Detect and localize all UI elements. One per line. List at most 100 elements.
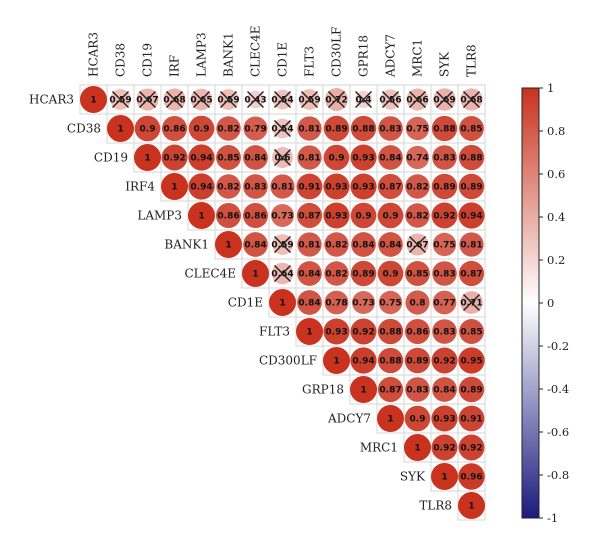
corr-value: 0.93 [325, 328, 347, 338]
corr-circle [297, 232, 322, 257]
corr-circle [350, 318, 377, 345]
corr-circle [405, 261, 430, 286]
corr-value: 0.69 [433, 96, 455, 106]
insignificant-cross [274, 91, 291, 108]
corr-value: 0.6 [275, 154, 291, 164]
color-legend: 1 0.8 0.6 0.4 0.2 0 -0.2 -0.4 -0.6 -0.8 -1 [521, 81, 569, 525]
column-label: CD38 [114, 43, 128, 77]
corr-value: 1 [198, 212, 204, 222]
corr-value: 0.89 [460, 386, 482, 396]
column-label: HCAR3 [87, 32, 101, 77]
corr-circle [188, 202, 215, 229]
corr-circle [459, 116, 484, 141]
corr-circle [405, 116, 430, 141]
corr-value: 0.89 [325, 125, 347, 135]
row-label: LAMP3 [137, 209, 182, 223]
corr-value: 0.83 [406, 386, 428, 396]
insignificant-cross [409, 91, 426, 108]
corr-circle [161, 144, 188, 171]
corr-circle [458, 405, 485, 432]
insignificant-cross [463, 91, 480, 108]
corr-value: 0.81 [298, 241, 320, 251]
corr-value: 1 [171, 183, 177, 193]
corr-circle [458, 144, 485, 171]
corr-value: 0.82 [217, 125, 239, 135]
colorbar-ticks: 1 0.8 0.6 0.4 0.2 0 -0.2 -0.4 -0.6 -0.8 -1 [539, 81, 569, 525]
corr-value: 0.92 [433, 444, 455, 454]
corr-circle [377, 173, 404, 200]
corr-circle [323, 318, 350, 345]
corr-circle [378, 290, 403, 315]
corr-value: 1 [441, 473, 447, 483]
corr-circle [270, 174, 295, 199]
corr-value: 0.74 [406, 154, 428, 164]
corr-value: 0.78 [325, 299, 347, 309]
row-label: FLT3 [259, 325, 290, 339]
corr-circle [431, 463, 458, 490]
colorbar-tick-label: -0.2 [547, 339, 569, 353]
corr-circle [432, 319, 457, 344]
corr-circle [405, 203, 430, 228]
corr-value: 0.95 [460, 357, 482, 367]
colorbar-tick-label: 0.8 [547, 124, 565, 138]
corr-circle [269, 289, 296, 316]
corr-value: 0.59 [217, 96, 239, 106]
insignificant-cross [355, 91, 372, 108]
corr-value: 0.88 [352, 125, 374, 135]
colorbar-tick-label: -0.8 [547, 468, 569, 482]
corr-circle [458, 347, 485, 374]
corr-circle [243, 174, 268, 199]
corr-value: 0.82 [217, 183, 239, 193]
corr-value: 0.9 [140, 125, 156, 135]
insignificant-cross [301, 91, 318, 108]
corr-value: 0.92 [352, 328, 374, 338]
corr-circle [324, 290, 349, 315]
row-label: HCAR3 [29, 93, 74, 107]
corr-circle [432, 232, 457, 257]
corr-value: 0.84 [379, 241, 401, 251]
insignificant-cross [274, 120, 291, 137]
corr-value: 0.65 [190, 96, 212, 106]
corr-value: 0.92 [460, 444, 482, 454]
column-label: BANK1 [222, 32, 236, 77]
insignificant-cross [112, 91, 129, 108]
row-label: CD38 [67, 122, 101, 136]
column-label: GPR18 [357, 35, 371, 77]
corr-value: 0.93 [325, 183, 347, 193]
corr-value: 0.87 [298, 212, 320, 222]
corr-value: 0.83 [433, 328, 455, 338]
colorbar-tick-label: -0.4 [547, 382, 569, 396]
corr-value: 0.89 [352, 270, 374, 280]
corr-circle [323, 202, 350, 229]
corr-value: 0.59 [109, 96, 131, 106]
corr-circle [431, 202, 458, 229]
corr-value: 0.84 [352, 241, 374, 251]
corr-value: 1 [306, 328, 312, 338]
corr-circle [351, 290, 376, 315]
column-label: LAMP3 [195, 32, 209, 77]
corr-value: 0.56 [379, 96, 401, 106]
corr-value: 0.66 [406, 96, 428, 106]
corr-circle [107, 115, 134, 142]
corr-value: 0.93 [352, 154, 374, 164]
corr-value: 0.83 [433, 154, 455, 164]
corr-circle [458, 434, 485, 461]
colorbar [521, 87, 540, 519]
insignificant-cross [274, 149, 291, 166]
corr-value: 0.83 [379, 125, 401, 135]
corr-circle [350, 173, 377, 200]
corr-circle [350, 260, 377, 287]
corr-value: 0.82 [406, 183, 428, 193]
corr-value: 0.92 [433, 212, 455, 222]
insignificant-cross [139, 91, 156, 108]
corr-circle [432, 145, 457, 170]
insignificant-cross [409, 236, 426, 253]
corr-circle [324, 232, 349, 257]
corr-value: 0.9 [329, 154, 345, 164]
corr-circle [378, 116, 403, 141]
corr-circle [405, 174, 430, 199]
row-label: CLEC4E [185, 267, 237, 281]
correlation-circles: 1 0.59 0.67 0.68 0.65 0.59 0.43 0.54 0.59 0.72 0.4… [80, 86, 485, 519]
corr-circle [215, 202, 242, 229]
corr-value: 0.91 [460, 415, 482, 425]
